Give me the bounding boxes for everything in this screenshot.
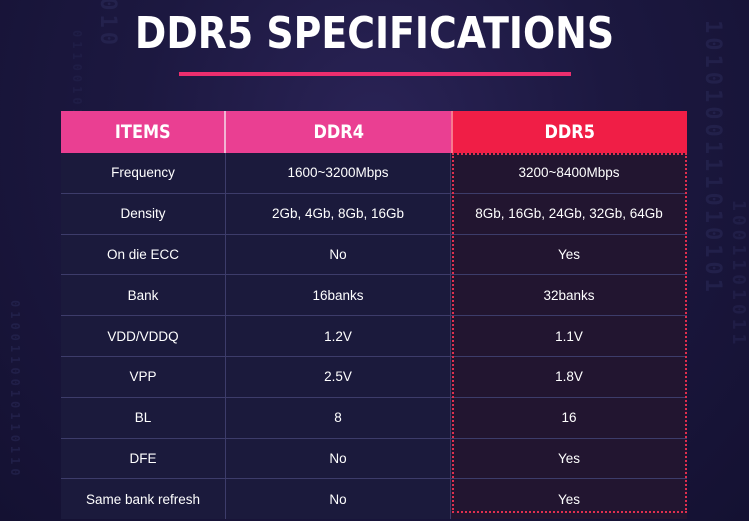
background-binary-digits: 1001101011 <box>728 200 749 349</box>
table-row: DFE No Yes <box>61 438 687 480</box>
specifications-table: ITEMS DDR4 DDR5 Frequency 1600~3200Mbps … <box>61 111 687 520</box>
item-cell: VDD/VDDQ <box>61 316 226 356</box>
table-row: Same bank refresh No Yes <box>61 479 687 520</box>
ddr5-cell: 32banks <box>451 275 687 316</box>
ddr5-cell: 3200~8400Mbps <box>451 153 687 193</box>
ddr5-cell: Yes <box>451 234 687 275</box>
title-underline <box>179 72 571 76</box>
ddr5-cell: Yes <box>451 479 687 520</box>
ddr5-cell: Yes <box>451 438 687 479</box>
ddr4-cell: 16banks <box>226 275 451 316</box>
ddr5-cell: 8Gb, 16Gb, 24Gb, 32Gb, 64Gb <box>451 193 687 234</box>
item-cell: Same bank refresh <box>61 479 226 520</box>
ddr4-cell: 8 <box>226 397 451 438</box>
background-binary-digits: 0100110010110110 <box>8 300 22 480</box>
ddr4-cell: No <box>226 438 451 479</box>
table-row: VPP 2.5V 1.8V <box>61 356 687 398</box>
table-row: Frequency 1600~3200Mbps 3200~8400Mbps <box>61 153 687 194</box>
header-ddr4: DDR4 <box>226 111 451 153</box>
ddr5-cell: 1.8V <box>451 356 687 397</box>
ddr4-cell: 2Gb, 4Gb, 8Gb, 16Gb <box>226 193 451 234</box>
item-cell: BL <box>61 397 226 438</box>
ddr4-cell: 2.5V <box>226 356 451 397</box>
ddr4-cell: No <box>226 234 451 275</box>
ddr5-cell: 1.1V <box>451 316 687 356</box>
ddr4-cell: No <box>226 479 451 520</box>
item-cell: Density <box>61 193 226 234</box>
item-cell: On die ECC <box>61 234 226 275</box>
header-items: ITEMS <box>61 111 226 153</box>
background-binary-digits: 1010 <box>95 0 120 49</box>
table-row: Density 2Gb, 4Gb, 8Gb, 16Gb 8Gb, 16Gb, 2… <box>61 193 687 235</box>
table-header-row: ITEMS DDR4 DDR5 <box>61 111 687 153</box>
ddr4-cell: 1600~3200Mbps <box>226 153 451 193</box>
ddr5-cell: 16 <box>451 397 687 438</box>
page-title: DDR5 SPECIFICATIONS <box>134 8 615 59</box>
header-ddr5: DDR5 <box>451 111 687 153</box>
item-cell: DFE <box>61 438 226 479</box>
item-cell: Frequency <box>61 153 226 193</box>
ddr4-cell: 1.2V <box>226 316 451 356</box>
table-row: On die ECC No Yes <box>61 234 687 276</box>
background-binary-digits: 1010100111010101 <box>700 20 725 296</box>
item-cell: Bank <box>61 275 226 316</box>
table-row: Bank 16banks 32banks <box>61 275 687 317</box>
table-row: VDD/VDDQ 1.2V 1.1V <box>61 316 687 357</box>
item-cell: VPP <box>61 356 226 397</box>
table-row: BL 8 16 <box>61 397 687 439</box>
table-body: Frequency 1600~3200Mbps 3200~8400Mbps De… <box>61 153 687 520</box>
